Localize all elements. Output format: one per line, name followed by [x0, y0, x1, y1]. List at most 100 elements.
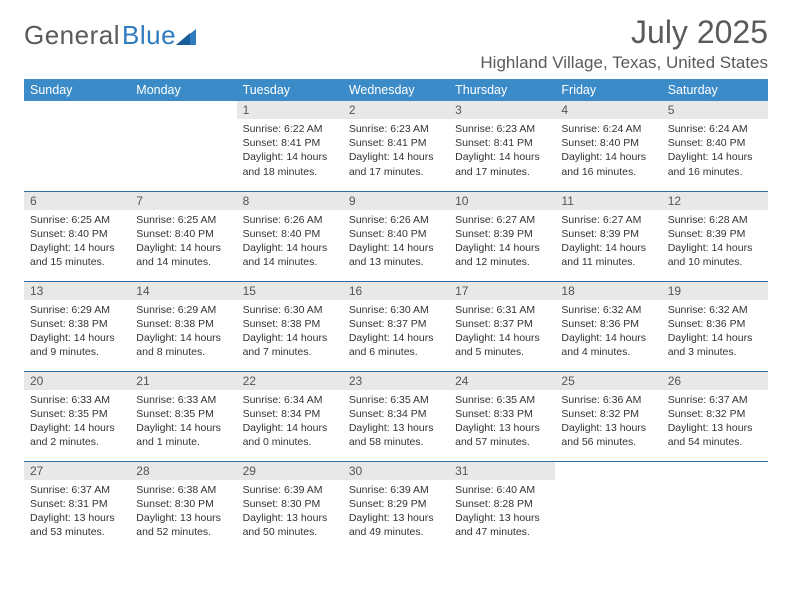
calendar-cell: 19Sunrise: 6:32 AMSunset: 8:36 PMDayligh…	[662, 281, 768, 371]
day-details: Sunrise: 6:33 AMSunset: 8:35 PMDaylight:…	[130, 390, 236, 456]
day-details: Sunrise: 6:27 AMSunset: 8:39 PMDaylight:…	[555, 210, 661, 276]
calendar-cell: 18Sunrise: 6:32 AMSunset: 8:36 PMDayligh…	[555, 281, 661, 371]
day-details: Sunrise: 6:23 AMSunset: 8:41 PMDaylight:…	[343, 119, 449, 185]
day-details: Sunrise: 6:23 AMSunset: 8:41 PMDaylight:…	[449, 119, 555, 185]
day-number: 21	[130, 372, 236, 390]
calendar-header-row: SundayMondayTuesdayWednesdayThursdayFrid…	[24, 79, 768, 101]
day-details: Sunrise: 6:26 AMSunset: 8:40 PMDaylight:…	[237, 210, 343, 276]
weekday-header: Wednesday	[343, 79, 449, 101]
calendar-week-row: 27Sunrise: 6:37 AMSunset: 8:31 PMDayligh…	[24, 461, 768, 551]
day-details: Sunrise: 6:37 AMSunset: 8:32 PMDaylight:…	[662, 390, 768, 456]
day-number: 20	[24, 372, 130, 390]
calendar-cell: 16Sunrise: 6:30 AMSunset: 8:37 PMDayligh…	[343, 281, 449, 371]
day-details: Sunrise: 6:35 AMSunset: 8:33 PMDaylight:…	[449, 390, 555, 456]
day-number: 27	[24, 462, 130, 480]
day-details: Sunrise: 6:28 AMSunset: 8:39 PMDaylight:…	[662, 210, 768, 276]
day-details: Sunrise: 6:39 AMSunset: 8:30 PMDaylight:…	[237, 480, 343, 546]
day-number: 17	[449, 282, 555, 300]
day-number: 4	[555, 101, 661, 119]
day-details: Sunrise: 6:32 AMSunset: 8:36 PMDaylight:…	[662, 300, 768, 366]
weekday-header: Thursday	[449, 79, 555, 101]
weekday-header: Monday	[130, 79, 236, 101]
day-details: Sunrise: 6:29 AMSunset: 8:38 PMDaylight:…	[130, 300, 236, 366]
day-number: 13	[24, 282, 130, 300]
page-header: GeneralBlue July 2025 Highland Village, …	[24, 14, 768, 73]
calendar-cell: 3Sunrise: 6:23 AMSunset: 8:41 PMDaylight…	[449, 101, 555, 191]
calendar-cell: 12Sunrise: 6:28 AMSunset: 8:39 PMDayligh…	[662, 191, 768, 281]
day-details: Sunrise: 6:30 AMSunset: 8:37 PMDaylight:…	[343, 300, 449, 366]
calendar-table: SundayMondayTuesdayWednesdayThursdayFrid…	[24, 79, 768, 551]
day-number: 5	[662, 101, 768, 119]
calendar-week-row: 20Sunrise: 6:33 AMSunset: 8:35 PMDayligh…	[24, 371, 768, 461]
day-details: Sunrise: 6:30 AMSunset: 8:38 PMDaylight:…	[237, 300, 343, 366]
calendar-cell	[130, 101, 236, 191]
calendar-cell: 21Sunrise: 6:33 AMSunset: 8:35 PMDayligh…	[130, 371, 236, 461]
calendar-cell: 25Sunrise: 6:36 AMSunset: 8:32 PMDayligh…	[555, 371, 661, 461]
day-details: Sunrise: 6:39 AMSunset: 8:29 PMDaylight:…	[343, 480, 449, 546]
day-number: 23	[343, 372, 449, 390]
calendar-cell: 27Sunrise: 6:37 AMSunset: 8:31 PMDayligh…	[24, 461, 130, 551]
calendar-cell	[555, 461, 661, 551]
day-details: Sunrise: 6:35 AMSunset: 8:34 PMDaylight:…	[343, 390, 449, 456]
day-number: 25	[555, 372, 661, 390]
day-details: Sunrise: 6:24 AMSunset: 8:40 PMDaylight:…	[662, 119, 768, 185]
day-number: 16	[343, 282, 449, 300]
day-number: 15	[237, 282, 343, 300]
day-details: Sunrise: 6:34 AMSunset: 8:34 PMDaylight:…	[237, 390, 343, 456]
day-number: 10	[449, 192, 555, 210]
calendar-cell: 6Sunrise: 6:25 AMSunset: 8:40 PMDaylight…	[24, 191, 130, 281]
day-number: 8	[237, 192, 343, 210]
weekday-header: Friday	[555, 79, 661, 101]
calendar-cell: 20Sunrise: 6:33 AMSunset: 8:35 PMDayligh…	[24, 371, 130, 461]
day-details: Sunrise: 6:38 AMSunset: 8:30 PMDaylight:…	[130, 480, 236, 546]
calendar-cell: 8Sunrise: 6:26 AMSunset: 8:40 PMDaylight…	[237, 191, 343, 281]
logo-text-blue: Blue	[122, 20, 176, 51]
calendar-cell: 29Sunrise: 6:39 AMSunset: 8:30 PMDayligh…	[237, 461, 343, 551]
day-details: Sunrise: 6:25 AMSunset: 8:40 PMDaylight:…	[130, 210, 236, 276]
calendar-week-row: 1Sunrise: 6:22 AMSunset: 8:41 PMDaylight…	[24, 101, 768, 191]
title-month: July 2025	[480, 14, 768, 51]
calendar-cell: 31Sunrise: 6:40 AMSunset: 8:28 PMDayligh…	[449, 461, 555, 551]
calendar-cell: 13Sunrise: 6:29 AMSunset: 8:38 PMDayligh…	[24, 281, 130, 371]
calendar-cell: 4Sunrise: 6:24 AMSunset: 8:40 PMDaylight…	[555, 101, 661, 191]
day-details: Sunrise: 6:33 AMSunset: 8:35 PMDaylight:…	[24, 390, 130, 456]
day-number: 7	[130, 192, 236, 210]
day-details: Sunrise: 6:31 AMSunset: 8:37 PMDaylight:…	[449, 300, 555, 366]
day-number: 2	[343, 101, 449, 119]
day-number: 11	[555, 192, 661, 210]
calendar-cell: 11Sunrise: 6:27 AMSunset: 8:39 PMDayligh…	[555, 191, 661, 281]
day-number: 14	[130, 282, 236, 300]
day-number: 19	[662, 282, 768, 300]
day-number: 28	[130, 462, 236, 480]
calendar-cell: 9Sunrise: 6:26 AMSunset: 8:40 PMDaylight…	[343, 191, 449, 281]
calendar-cell: 1Sunrise: 6:22 AMSunset: 8:41 PMDaylight…	[237, 101, 343, 191]
weekday-header: Saturday	[662, 79, 768, 101]
day-number: 1	[237, 101, 343, 119]
calendar-cell: 24Sunrise: 6:35 AMSunset: 8:33 PMDayligh…	[449, 371, 555, 461]
title-block: July 2025 Highland Village, Texas, Unite…	[480, 14, 768, 73]
weekday-header: Tuesday	[237, 79, 343, 101]
day-details: Sunrise: 6:26 AMSunset: 8:40 PMDaylight:…	[343, 210, 449, 276]
calendar-page: GeneralBlue July 2025 Highland Village, …	[0, 0, 792, 565]
day-details: Sunrise: 6:27 AMSunset: 8:39 PMDaylight:…	[449, 210, 555, 276]
day-details: Sunrise: 6:32 AMSunset: 8:36 PMDaylight:…	[555, 300, 661, 366]
day-number: 30	[343, 462, 449, 480]
day-number: 6	[24, 192, 130, 210]
title-location: Highland Village, Texas, United States	[480, 53, 768, 73]
weekday-header: Sunday	[24, 79, 130, 101]
day-number: 12	[662, 192, 768, 210]
calendar-cell: 30Sunrise: 6:39 AMSunset: 8:29 PMDayligh…	[343, 461, 449, 551]
day-details: Sunrise: 6:29 AMSunset: 8:38 PMDaylight:…	[24, 300, 130, 366]
calendar-cell: 28Sunrise: 6:38 AMSunset: 8:30 PMDayligh…	[130, 461, 236, 551]
day-details: Sunrise: 6:22 AMSunset: 8:41 PMDaylight:…	[237, 119, 343, 185]
calendar-week-row: 13Sunrise: 6:29 AMSunset: 8:38 PMDayligh…	[24, 281, 768, 371]
logo-triangle-icon	[176, 27, 196, 45]
calendar-week-row: 6Sunrise: 6:25 AMSunset: 8:40 PMDaylight…	[24, 191, 768, 281]
calendar-cell	[24, 101, 130, 191]
day-number: 18	[555, 282, 661, 300]
calendar-cell: 17Sunrise: 6:31 AMSunset: 8:37 PMDayligh…	[449, 281, 555, 371]
day-number: 9	[343, 192, 449, 210]
day-number: 29	[237, 462, 343, 480]
calendar-cell: 14Sunrise: 6:29 AMSunset: 8:38 PMDayligh…	[130, 281, 236, 371]
day-details: Sunrise: 6:37 AMSunset: 8:31 PMDaylight:…	[24, 480, 130, 546]
